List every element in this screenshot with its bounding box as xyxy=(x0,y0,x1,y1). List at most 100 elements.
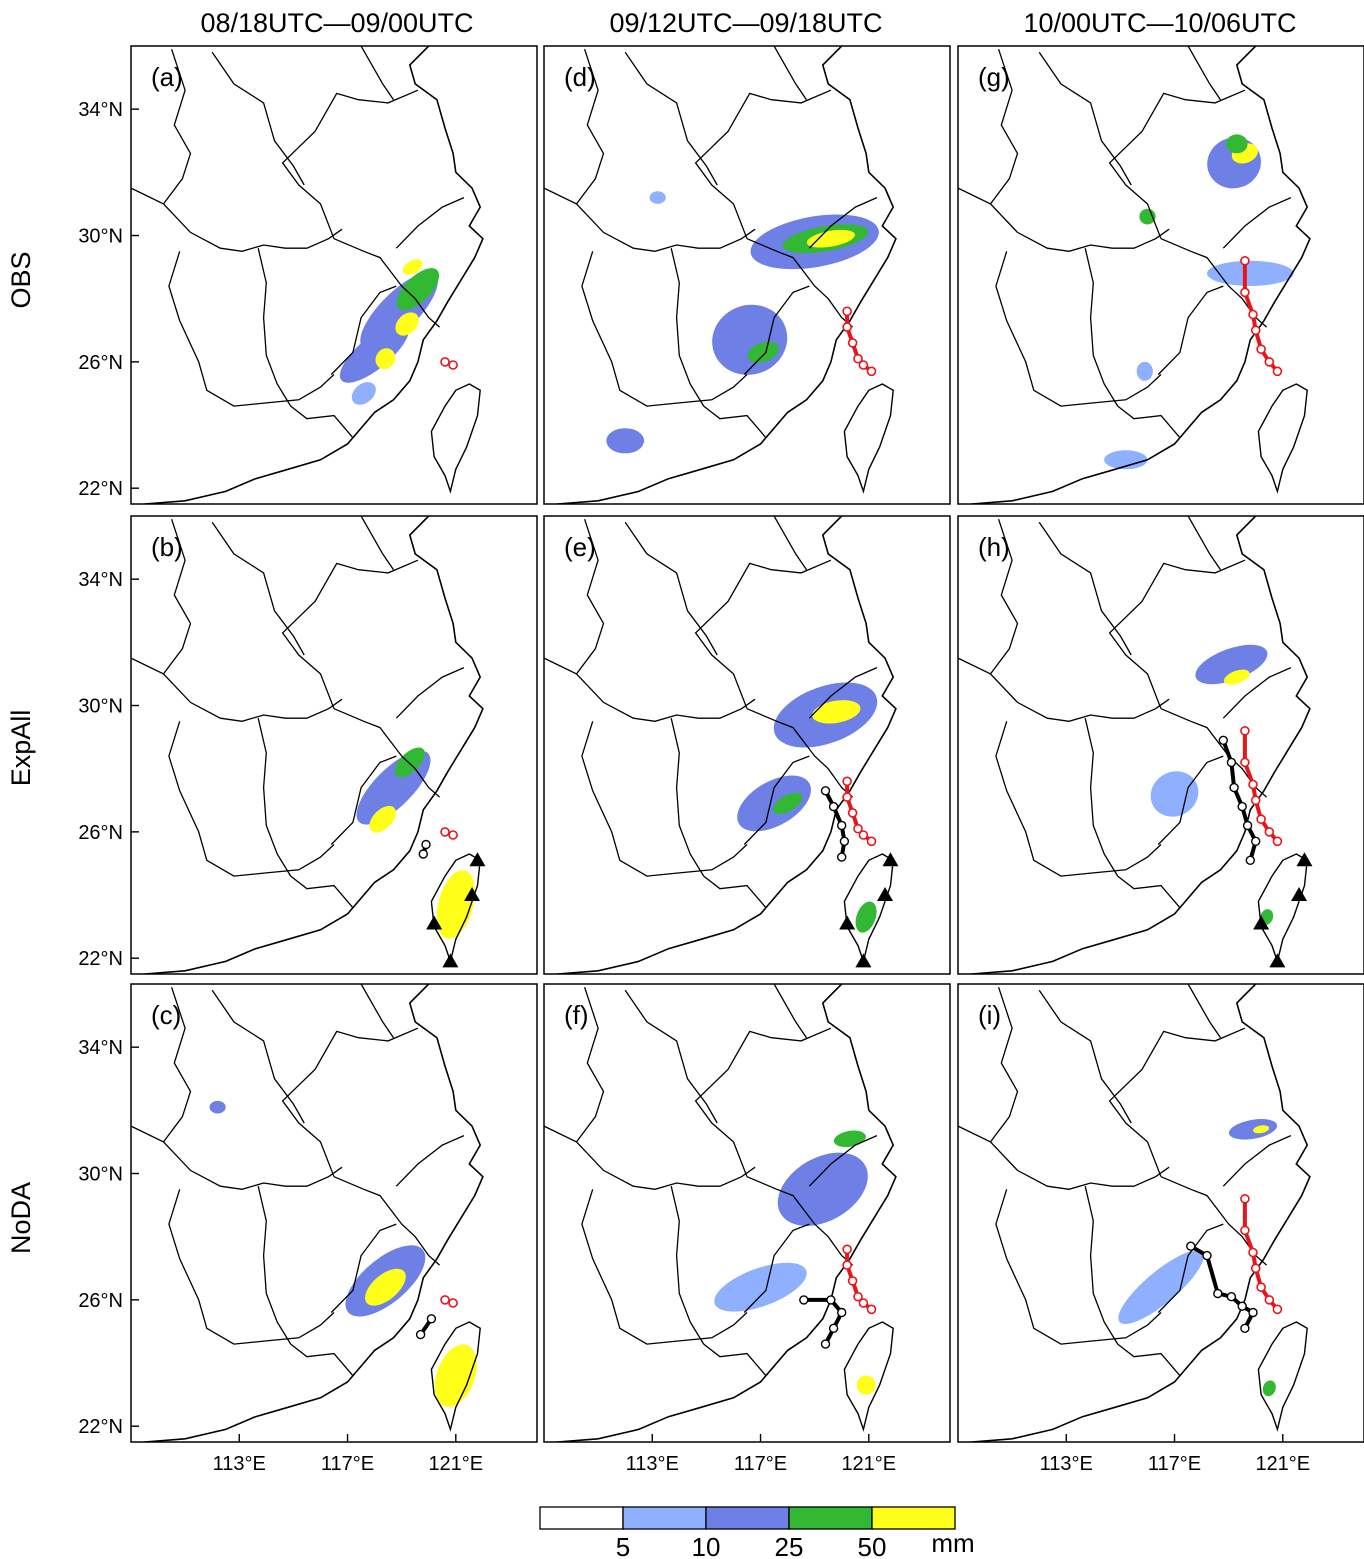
rainfall-area xyxy=(714,1262,807,1312)
simulated-track-point xyxy=(1248,1307,1258,1318)
rainfall-area xyxy=(737,775,811,832)
coastline xyxy=(144,984,484,1442)
lat-tick-label: 34°N xyxy=(78,1037,123,1059)
panel-map-layer xyxy=(544,984,950,1442)
observed-track-point xyxy=(842,306,852,317)
panel-frame xyxy=(543,515,951,975)
panel-label: (g) xyxy=(978,62,1010,92)
observed-track-point xyxy=(1240,757,1250,768)
lat-tick-label: 22°N xyxy=(78,948,123,970)
province-border xyxy=(544,1125,756,1190)
taiwan-outline xyxy=(1257,853,1308,964)
province-border xyxy=(1084,248,1119,407)
province-border xyxy=(746,238,854,328)
rainfall-area xyxy=(1253,1125,1270,1134)
province-border xyxy=(162,986,192,1143)
observed-track-point xyxy=(1272,836,1283,847)
province-border xyxy=(1187,46,1222,101)
panel-frame xyxy=(130,45,538,505)
observed-track-point xyxy=(847,1276,858,1286)
province-border xyxy=(581,721,748,877)
province-border xyxy=(333,1176,441,1266)
lat-tick-label: 30°N xyxy=(78,1164,123,1186)
province-border xyxy=(395,1135,465,1187)
province-border xyxy=(360,984,395,1039)
coastline xyxy=(971,984,1311,1442)
observed-track-point xyxy=(1256,344,1266,355)
radar-site-marker xyxy=(1296,852,1313,867)
observed-track-point xyxy=(1240,287,1250,298)
province-border xyxy=(544,657,756,722)
province-border xyxy=(333,708,441,798)
observed-track-point xyxy=(842,776,852,787)
rainfall-area xyxy=(747,341,779,363)
observed-track-point xyxy=(853,823,863,834)
map-panels: (a)34°N30°N26°N22°N(b)34°N30°N26°N22°N(c… xyxy=(78,45,1364,1475)
observed-track-point xyxy=(858,1298,869,1308)
simulated-track-point xyxy=(839,836,850,846)
province-border xyxy=(290,405,354,439)
province-border xyxy=(746,708,854,798)
observed-track-point xyxy=(1240,726,1250,736)
panel-map-layer xyxy=(131,46,537,504)
province-border xyxy=(624,521,718,656)
taiwan-outline xyxy=(843,853,894,964)
panel-frame xyxy=(957,515,1364,975)
province-border xyxy=(1117,1343,1181,1377)
lat-tick-label: 26°N xyxy=(78,822,123,844)
taiwan-outline xyxy=(1257,383,1308,494)
province-border xyxy=(773,46,808,101)
lon-tick-label: 121°E xyxy=(1255,1453,1310,1475)
panel-frame xyxy=(130,983,538,1443)
map-panel: (f) 113°E 117°E 121°E xyxy=(543,983,951,1475)
province-border xyxy=(1108,1027,1246,1177)
observed-track-point xyxy=(1240,1225,1250,1236)
province-border xyxy=(290,1343,354,1377)
rainfall-area xyxy=(436,870,475,939)
rainfall-area xyxy=(402,259,423,275)
simulated-track-point xyxy=(837,820,847,831)
colorbar-label-25: 25 xyxy=(775,1532,804,1559)
radar-site-marker xyxy=(877,887,894,902)
panel-label: (h) xyxy=(978,532,1010,562)
province-border xyxy=(989,986,1019,1143)
province-border xyxy=(995,251,1162,407)
rainfall-area xyxy=(1226,134,1248,154)
panel-frame xyxy=(130,515,538,975)
lon-tick-label: 113°E xyxy=(626,1453,679,1475)
province-border xyxy=(581,1189,748,1345)
lon-tick-label: 117°E xyxy=(734,1453,787,1475)
simulated-track-point xyxy=(1240,1323,1250,1333)
observed-track-point xyxy=(440,827,450,837)
colorbar-unit: mm xyxy=(931,1528,974,1558)
row-labels: OBS ExpAll NoDA xyxy=(6,251,36,1254)
province-border xyxy=(958,1125,1170,1190)
panel-map-layer xyxy=(958,46,1364,504)
simulated-track-point xyxy=(820,786,831,796)
colorbar-boxes xyxy=(539,1506,956,1530)
radar-site-marker xyxy=(882,852,899,867)
taiwan-outline xyxy=(843,383,894,494)
panel-map-layer xyxy=(131,516,537,974)
rainfall-area xyxy=(1262,1380,1276,1397)
rainfall-area xyxy=(434,1344,477,1407)
province-border xyxy=(131,187,343,252)
rainfall-area xyxy=(1223,669,1250,685)
rainfall-area xyxy=(1207,260,1294,286)
province-border xyxy=(168,721,335,877)
simulated-track-point xyxy=(426,1314,437,1324)
map-panel: (a) 34°N 30°N 26°N 22°N xyxy=(78,45,538,505)
panel-map-layer xyxy=(544,516,950,974)
observed-track-point xyxy=(440,1295,450,1305)
province-border xyxy=(958,657,1170,722)
province-border xyxy=(703,875,767,909)
lat-tick-label: 30°N xyxy=(78,226,123,248)
observed-track-point xyxy=(448,360,458,370)
observed-track-point xyxy=(1256,1282,1266,1293)
rainfall-area xyxy=(606,428,645,454)
province-border xyxy=(330,1223,397,1313)
observed-track-point xyxy=(866,836,877,847)
simulated-track-point xyxy=(837,1307,847,1318)
simulated-track-point xyxy=(1251,836,1261,846)
